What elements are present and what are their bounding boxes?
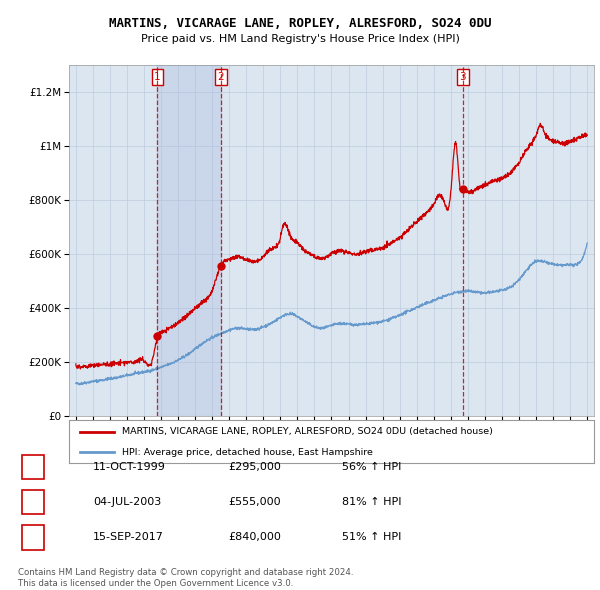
Text: MARTINS, VICARAGE LANE, ROPLEY, ALRESFORD, SO24 0DU (detached house): MARTINS, VICARAGE LANE, ROPLEY, ALRESFOR… [121,427,493,436]
Text: £295,000: £295,000 [228,462,281,471]
Text: 04-JUL-2003: 04-JUL-2003 [93,497,161,507]
Text: 51% ↑ HPI: 51% ↑ HPI [342,533,401,542]
Text: 3: 3 [29,533,37,542]
Bar [157,65,221,416]
Text: 15-SEP-2017: 15-SEP-2017 [93,533,164,542]
Text: Contains HM Land Registry data © Crown copyright and database right 2024.: Contains HM Land Registry data © Crown c… [18,568,353,577]
Text: HPI: Average price, detached house, East Hampshire: HPI: Average price, detached house, East… [121,448,373,457]
Text: 81% ↑ HPI: 81% ↑ HPI [342,497,401,507]
Text: Price paid vs. HM Land Registry's House Price Index (HPI): Price paid vs. HM Land Registry's House … [140,34,460,44]
Text: 11-OCT-1999: 11-OCT-1999 [93,462,166,471]
Text: 1: 1 [154,72,161,82]
Text: MARTINS, VICARAGE LANE, ROPLEY, ALRESFORD, SO24 0DU: MARTINS, VICARAGE LANE, ROPLEY, ALRESFOR… [109,17,491,30]
Text: 2: 2 [29,497,37,507]
Text: This data is licensed under the Open Government Licence v3.0.: This data is licensed under the Open Gov… [18,579,293,588]
Text: 56% ↑ HPI: 56% ↑ HPI [342,462,401,471]
Text: 1: 1 [29,462,37,471]
Text: £840,000: £840,000 [228,533,281,542]
Text: 3: 3 [460,72,466,82]
Text: 2: 2 [217,72,224,82]
Text: £555,000: £555,000 [228,497,281,507]
